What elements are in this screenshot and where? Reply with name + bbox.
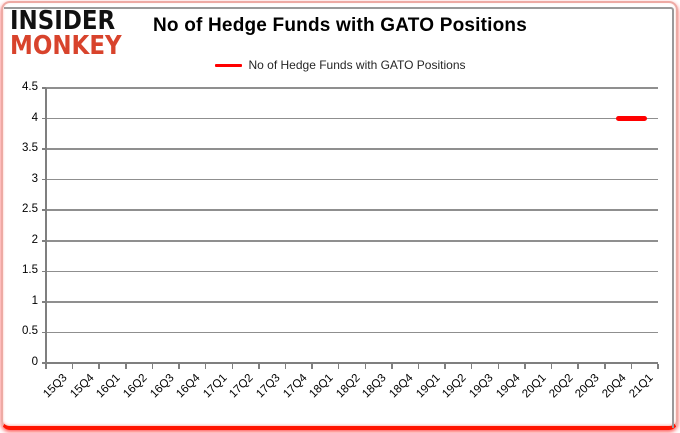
y-axis-tick-label: 3.5 bbox=[22, 142, 38, 155]
gridline bbox=[46, 148, 658, 150]
x-axis-tick-label: 16Q4 bbox=[174, 372, 203, 401]
x-axis-tick-label: 17Q3 bbox=[254, 372, 283, 401]
x-axis-tick-label: 21Q1 bbox=[626, 372, 656, 401]
x-axis-tick-label: 17Q2 bbox=[227, 372, 257, 401]
x-axis-tick bbox=[231, 364, 233, 369]
x-axis-tick bbox=[444, 364, 446, 369]
y-axis-tick bbox=[42, 270, 46, 273]
x-axis-tick-label: 17Q4 bbox=[280, 372, 310, 401]
gridline bbox=[46, 331, 658, 334]
x-axis-tick-label: 20Q3 bbox=[573, 372, 602, 401]
x-axis-tick-label: 16Q2 bbox=[121, 372, 150, 401]
x-axis-tick-label: 18Q1 bbox=[307, 372, 336, 401]
x-axis-tick-label: 15Q3 bbox=[41, 372, 70, 401]
x-axis-tick bbox=[497, 364, 500, 369]
y-axis-tick bbox=[42, 301, 46, 303]
x-axis-tick bbox=[630, 364, 633, 369]
y-axis-tick-label: 2.5 bbox=[22, 203, 38, 216]
legend-label: No of Hedge Funds with GATO Positions bbox=[248, 58, 466, 72]
x-axis-tick bbox=[604, 364, 606, 369]
x-axis-tick-label: 18Q3 bbox=[360, 372, 390, 401]
x-axis-tick bbox=[391, 364, 393, 369]
logo-line-monkey: MONKEY bbox=[10, 31, 122, 61]
y-axis-tick-label: 1 bbox=[31, 294, 38, 307]
x-axis-tick-label: 16Q3 bbox=[147, 372, 177, 401]
legend-line-marker bbox=[214, 63, 242, 67]
gridline bbox=[46, 117, 658, 120]
y-axis-tick-label: 1.5 bbox=[22, 264, 38, 277]
x-axis-tick bbox=[284, 364, 287, 369]
y-axis-tick bbox=[42, 178, 46, 181]
gridline bbox=[46, 240, 658, 242]
x-axis-tick-label: 18Q2 bbox=[334, 372, 363, 401]
gridline bbox=[46, 209, 658, 211]
chart-legend: No of Hedge Funds with GATO Positions bbox=[130, 58, 550, 72]
gridline bbox=[46, 270, 658, 273]
x-axis-tick-label: 15Q4 bbox=[68, 372, 97, 401]
x-axis-tick bbox=[417, 364, 420, 369]
y-axis-tick bbox=[42, 148, 46, 150]
gridline bbox=[46, 301, 658, 303]
x-axis-tick-label: 18Q4 bbox=[387, 372, 416, 401]
x-axis-tick bbox=[524, 364, 526, 369]
x-axis-tick bbox=[311, 364, 313, 369]
x-axis-tick-label: 19Q2 bbox=[440, 372, 469, 401]
y-axis-tick-label: 0 bbox=[31, 356, 38, 368]
x-axis-tick bbox=[258, 364, 260, 369]
x-axis-tick bbox=[657, 364, 659, 369]
x-axis-tick-label: 16Q1 bbox=[94, 372, 124, 401]
gridline bbox=[46, 87, 658, 89]
y-axis-tick bbox=[42, 331, 46, 334]
x-axis-tick-label: 20Q4 bbox=[600, 372, 629, 401]
x-axis-tick bbox=[125, 364, 127, 369]
y-axis-tick bbox=[42, 87, 46, 89]
x-axis-tick-label: 19Q3 bbox=[467, 372, 496, 401]
y-axis-tick bbox=[42, 117, 46, 120]
x-axis-tick-label: 20Q1 bbox=[520, 372, 549, 401]
insider-monkey-logo: INSIDER MONKEY bbox=[10, 6, 122, 61]
y-axis-tick-label: 4.5 bbox=[22, 81, 38, 93]
x-axis-line bbox=[46, 362, 658, 364]
y-axis-tick bbox=[42, 362, 46, 364]
x-axis-tick bbox=[204, 364, 207, 369]
y-axis-tick-label: 4 bbox=[31, 111, 38, 124]
x-axis-tick bbox=[550, 364, 553, 369]
x-axis-tick bbox=[364, 364, 367, 369]
y-axis-tick bbox=[42, 209, 46, 211]
y-axis-tick-label: 0.5 bbox=[22, 325, 38, 338]
y-axis-line bbox=[45, 88, 47, 364]
x-axis-tick-label: 19Q4 bbox=[493, 372, 523, 401]
x-axis-tick bbox=[71, 364, 74, 369]
x-axis-tick bbox=[577, 364, 579, 369]
x-axis-tick bbox=[337, 364, 340, 369]
x-axis-tick-label: 17Q1 bbox=[201, 372, 230, 401]
y-axis-tick-label: 3 bbox=[31, 172, 38, 185]
data-line-segment bbox=[616, 116, 647, 122]
gridline bbox=[46, 178, 658, 181]
x-axis-tick bbox=[45, 364, 47, 369]
x-axis-tick bbox=[151, 364, 154, 369]
x-axis-tick bbox=[178, 364, 180, 369]
x-axis-tick-label: 20Q2 bbox=[546, 372, 576, 401]
y-axis-tick-label: 2 bbox=[31, 233, 38, 246]
x-axis-tick bbox=[470, 364, 473, 369]
y-axis-tick bbox=[42, 240, 46, 242]
logo-line-insider: INSIDER bbox=[10, 6, 116, 36]
x-axis-tick bbox=[98, 364, 100, 369]
chart-title: No of Hedge Funds with GATO Positions bbox=[152, 15, 528, 36]
x-axis-tick-label: 19Q1 bbox=[413, 372, 443, 401]
